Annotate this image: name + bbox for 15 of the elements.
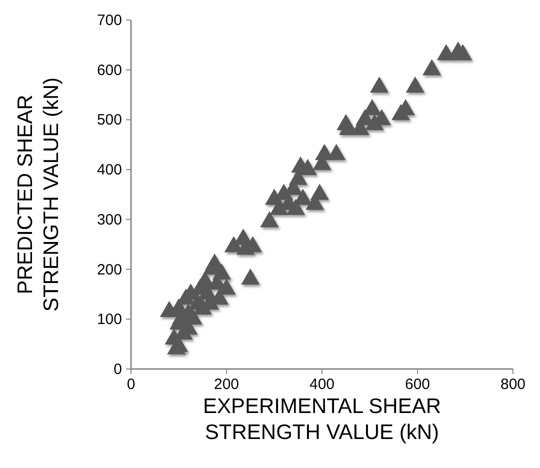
x-tick-label: 0 — [126, 376, 136, 393]
y-tick-label: 700 — [96, 12, 122, 29]
x-tick-label: 800 — [500, 376, 526, 393]
y-tick-label: 500 — [96, 112, 122, 129]
y-tick-label: 400 — [96, 162, 122, 179]
y-tick-label: 0 — [114, 361, 122, 378]
x-axis-title: EXPERIMENTAL SHEAR STRENGTH VALUE (kN) — [202, 395, 442, 444]
x-tick-label: 600 — [404, 376, 430, 393]
y-tick-label: 200 — [96, 261, 122, 278]
x-tick-label: 400 — [309, 376, 335, 393]
y-tick-label: 100 — [96, 311, 122, 328]
y-axis-title: PREDICTED SHEAR STRENGTH VALUE (kN) — [14, 77, 63, 312]
x-tick-label: 200 — [214, 376, 240, 393]
y-tick-label: 300 — [96, 211, 122, 228]
y-tick-label: 600 — [96, 62, 122, 79]
